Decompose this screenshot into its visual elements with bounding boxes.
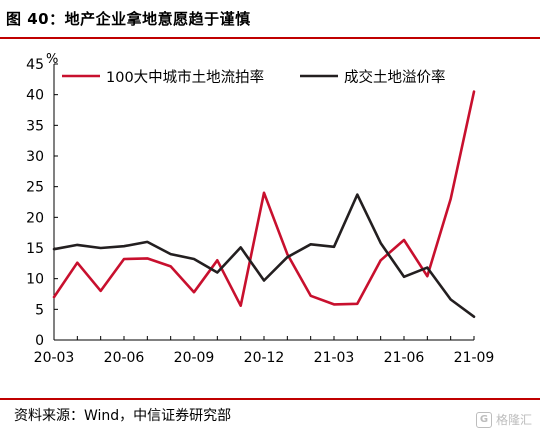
x-tick-label: 21-06 bbox=[384, 350, 425, 366]
y-tick-label: 40 bbox=[26, 88, 44, 104]
title-rule bbox=[0, 37, 540, 39]
watermark-logo-icon: G bbox=[475, 411, 492, 428]
y-tick-label: 5 bbox=[35, 302, 44, 318]
y-tick-label: 15 bbox=[26, 241, 44, 257]
legend-label-1: 100大中城市土地流拍率 bbox=[106, 69, 264, 86]
y-tick-label: 45 bbox=[26, 57, 44, 73]
chart-legend: 100大中城市土地流拍率 成交土地溢价率 bbox=[62, 68, 446, 86]
x-tick-label: 20-12 bbox=[244, 350, 285, 366]
x-tick-label: 21-03 bbox=[314, 350, 355, 366]
y-tick-label: 25 bbox=[26, 180, 44, 196]
y-tick-label: 10 bbox=[26, 272, 44, 288]
y-tick-label: 20 bbox=[26, 210, 44, 226]
watermark: G 格隆汇 bbox=[475, 411, 532, 428]
chart-axes: 0 5 10 15 20 25 30 35 40 45 % 20-03 20-06 20-09 20-12 2… bbox=[26, 52, 494, 366]
source-note: 资料来源：Wind，中信证券研究部 bbox=[14, 408, 232, 424]
line-chart: 0 5 10 15 20 25 30 35 40 45 % 20-03 20-06 20-09 20-12 2… bbox=[26, 52, 494, 366]
y-tick-label: 30 bbox=[26, 149, 44, 165]
x-tick-label: 20-09 bbox=[174, 350, 215, 366]
x-tick-label: 20-06 bbox=[104, 350, 145, 366]
footer-rule bbox=[0, 398, 540, 400]
chart-lines bbox=[52, 90, 476, 319]
series-line-2 bbox=[52, 193, 476, 319]
y-unit-label: % bbox=[46, 52, 58, 67]
y-tick-label: 0 bbox=[35, 333, 44, 349]
x-tick-label: 21-09 bbox=[454, 350, 495, 366]
figure-title: 图 40：地产企业拿地意愿趋于谨慎 bbox=[6, 10, 251, 28]
x-tick-label: 20-03 bbox=[34, 350, 75, 366]
y-tick-label: 35 bbox=[26, 118, 44, 134]
legend-label-2: 成交土地溢价率 bbox=[344, 68, 446, 86]
watermark-text: 格隆汇 bbox=[495, 413, 532, 427]
